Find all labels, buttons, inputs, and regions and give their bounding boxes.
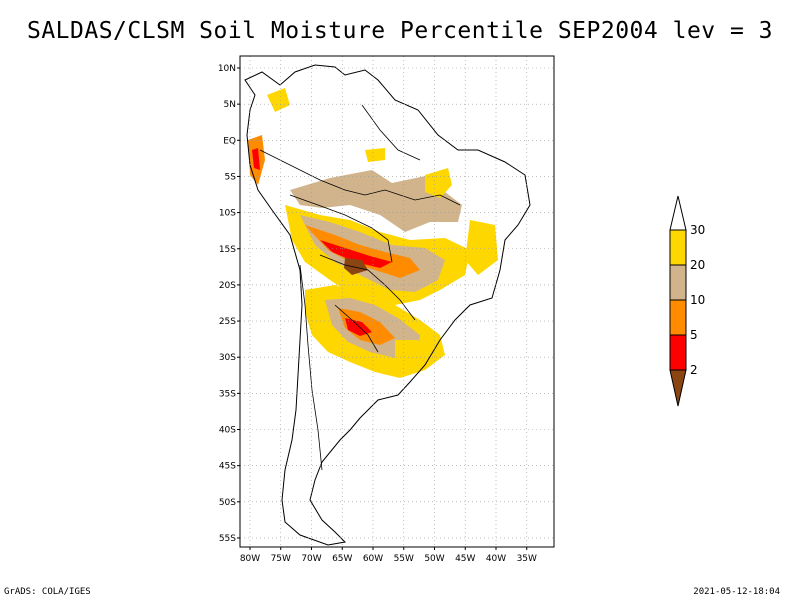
legend-swatch bbox=[669, 334, 687, 371]
map-frame bbox=[239, 55, 555, 548]
lat-tick-label: 45S bbox=[219, 462, 236, 472]
lat-tick-label: 50S bbox=[219, 498, 236, 508]
footer-timestamp: 2021-05-12-18:04 bbox=[693, 587, 780, 597]
legend-swatch bbox=[669, 299, 687, 336]
lon-tick-label: 35W bbox=[517, 554, 537, 564]
lon-tick-label: 65W bbox=[332, 554, 352, 564]
lat-tick-label: EQ bbox=[223, 136, 236, 146]
lon-tick-label: 45W bbox=[455, 554, 475, 564]
lon-tick-label: 70W bbox=[301, 554, 321, 564]
lat-tick-label: 15S bbox=[219, 245, 236, 255]
legend: 30 20 10 5 2 bbox=[669, 195, 705, 407]
legend-label: 2 bbox=[690, 363, 698, 377]
coastline bbox=[244, 64, 531, 546]
lat-tick-label: 5S bbox=[225, 172, 237, 182]
legend-label: 10 bbox=[690, 293, 705, 307]
legend-arrow-top bbox=[669, 195, 687, 231]
lon-tick-labels: 80W 75W 70W 65W 60W 55W 50W 45W 40W 35W bbox=[240, 547, 537, 564]
lat-tick-label: 20S bbox=[219, 281, 236, 291]
legend-swatch bbox=[669, 264, 687, 301]
lon-tick-label: 55W bbox=[394, 554, 414, 564]
patch-yellow-east bbox=[465, 220, 498, 275]
lon-tick-label: 40W bbox=[486, 554, 506, 564]
patch-red-west bbox=[252, 148, 260, 170]
patch-brown-central bbox=[344, 258, 368, 275]
lon-tick-label: 75W bbox=[271, 554, 291, 564]
legend-label: 20 bbox=[690, 258, 705, 272]
patch-red-central bbox=[320, 240, 392, 268]
patch-red-south bbox=[345, 318, 372, 336]
lat-tick-labels: 10N 5N EQ 5S 10S 15S 20S 25S 30S 35S 40S 45S 50S 55S bbox=[218, 64, 240, 544]
lat-tick-label: 40S bbox=[219, 426, 236, 436]
lat-tick-label: 25S bbox=[219, 317, 236, 327]
lat-tick-label: 35S bbox=[219, 389, 236, 399]
lat-tick-label: 30S bbox=[219, 353, 236, 363]
legend-label: 30 bbox=[690, 223, 705, 237]
patch-yellow-northeast bbox=[425, 168, 452, 198]
lat-tick-label: 5N bbox=[224, 100, 236, 110]
graticule bbox=[240, 56, 554, 547]
legend-arrow-bottom bbox=[669, 369, 687, 407]
footer-credit: GrADS: COLA/IGES bbox=[4, 587, 91, 597]
country-borders bbox=[259, 104, 461, 471]
legend-swatch bbox=[669, 229, 687, 266]
lon-tick-label: 50W bbox=[424, 554, 444, 564]
patch-yellow-north bbox=[267, 88, 290, 112]
lon-tick-label: 80W bbox=[240, 554, 260, 564]
map-title: SALDAS/CLSM Soil Moisture Percentile SEP… bbox=[26, 18, 774, 44]
legend-label: 5 bbox=[690, 328, 698, 342]
lat-tick-label: 10N bbox=[218, 64, 236, 74]
lat-tick-label: 10S bbox=[219, 209, 236, 219]
patch-yellow-amazon bbox=[365, 148, 385, 162]
patch-orange-central bbox=[305, 225, 420, 278]
lon-tick-label: 60W bbox=[363, 554, 383, 564]
lat-tick-label: 55S bbox=[219, 534, 236, 544]
